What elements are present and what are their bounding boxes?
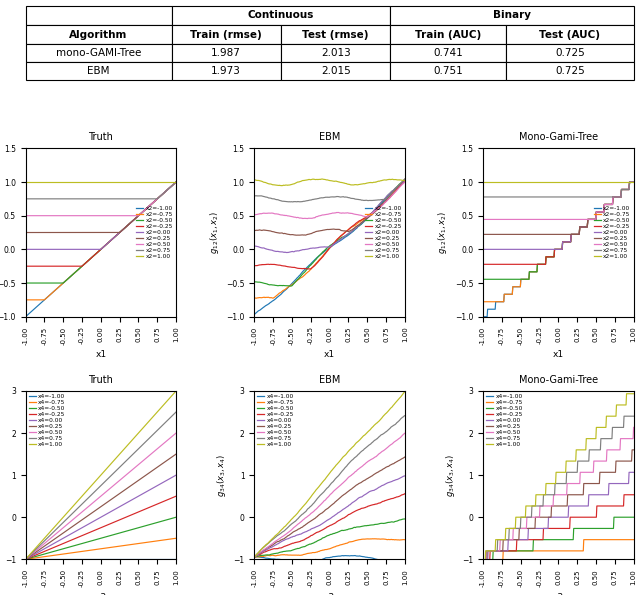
- Text: 0.725: 0.725: [555, 48, 584, 58]
- Text: Test (AUC): Test (AUC): [540, 30, 600, 40]
- Text: 2.013: 2.013: [321, 48, 351, 58]
- FancyBboxPatch shape: [506, 44, 634, 62]
- Text: 0.741: 0.741: [433, 48, 463, 58]
- Text: Train (AUC): Train (AUC): [415, 30, 481, 40]
- FancyBboxPatch shape: [26, 6, 172, 25]
- FancyBboxPatch shape: [506, 62, 634, 80]
- FancyBboxPatch shape: [281, 44, 390, 62]
- X-axis label: x1: x1: [553, 350, 564, 359]
- Text: 2.015: 2.015: [321, 65, 351, 76]
- X-axis label: x1: x1: [95, 350, 106, 359]
- FancyBboxPatch shape: [26, 44, 172, 62]
- FancyBboxPatch shape: [172, 62, 281, 80]
- X-axis label: x3: x3: [553, 593, 564, 595]
- FancyBboxPatch shape: [172, 44, 281, 62]
- Y-axis label: $g_{12}(x_1, x_2)$: $g_{12}(x_1, x_2)$: [207, 211, 221, 254]
- Y-axis label: $g_{34}(x_3, x_4)$: $g_{34}(x_3, x_4)$: [444, 453, 457, 497]
- Title: EBM: EBM: [319, 132, 340, 142]
- FancyBboxPatch shape: [506, 25, 634, 44]
- X-axis label: x3: x3: [95, 593, 106, 595]
- Text: 1.973: 1.973: [211, 65, 241, 76]
- X-axis label: x3: x3: [324, 593, 335, 595]
- FancyBboxPatch shape: [390, 62, 506, 80]
- FancyBboxPatch shape: [26, 25, 172, 44]
- Text: Test (rmse): Test (rmse): [303, 30, 369, 40]
- FancyBboxPatch shape: [281, 62, 390, 80]
- Title: Truth: Truth: [88, 375, 113, 384]
- Title: Mono-Gami-Tree: Mono-Gami-Tree: [519, 132, 598, 142]
- Text: Continuous: Continuous: [248, 11, 314, 20]
- FancyBboxPatch shape: [390, 25, 506, 44]
- Legend: x4=-1.00, x4=-0.75, x4=-0.50, x4=-0.25, x4=0.00, x4=0.25, x4=0.50, x4=0.75, x4=1: x4=-1.00, x4=-0.75, x4=-0.50, x4=-0.25, …: [486, 394, 523, 447]
- FancyBboxPatch shape: [172, 25, 281, 44]
- Legend: x2=-1.00, x2=-0.75, x2=-0.50, x2=-0.25, x2=0.00, x2=0.25, x2=0.50, x2=0.75, x2=1: x2=-1.00, x2=-0.75, x2=-0.50, x2=-0.25, …: [365, 206, 402, 259]
- Text: Binary: Binary: [493, 11, 531, 20]
- Title: EBM: EBM: [319, 375, 340, 384]
- Y-axis label: $g_{34}(x_3, x_4)$: $g_{34}(x_3, x_4)$: [215, 453, 228, 497]
- Text: Train (rmse): Train (rmse): [190, 30, 262, 40]
- FancyBboxPatch shape: [26, 62, 172, 80]
- Legend: x4=-1.00, x4=-0.75, x4=-0.50, x4=-0.25, x4=0.00, x4=0.25, x4=0.50, x4=0.75, x4=1: x4=-1.00, x4=-0.75, x4=-0.50, x4=-0.25, …: [257, 394, 294, 447]
- FancyBboxPatch shape: [390, 44, 506, 62]
- Legend: x4=-1.00, x4=-0.75, x4=-0.50, x4=-0.25, x4=0.00, x4=0.25, x4=0.50, x4=0.75, x4=1: x4=-1.00, x4=-0.75, x4=-0.50, x4=-0.25, …: [29, 394, 65, 447]
- X-axis label: x1: x1: [324, 350, 335, 359]
- Title: Mono-Gami-Tree: Mono-Gami-Tree: [519, 375, 598, 384]
- Text: 1.987: 1.987: [211, 48, 241, 58]
- Text: EBM: EBM: [87, 65, 110, 76]
- Text: 0.751: 0.751: [433, 65, 463, 76]
- Y-axis label: $g_{12}(x_1, x_2)$: $g_{12}(x_1, x_2)$: [436, 211, 449, 254]
- Text: Algorithm: Algorithm: [69, 30, 128, 40]
- FancyBboxPatch shape: [281, 25, 390, 44]
- FancyBboxPatch shape: [390, 6, 634, 25]
- Legend: x2=-1.00, x2=-0.75, x2=-0.50, x2=-0.25, x2=0.00, x2=0.25, x2=0.50, x2=0.75, x2=1: x2=-1.00, x2=-0.75, x2=-0.50, x2=-0.25, …: [136, 206, 173, 259]
- Legend: x2=-1.00, x2=-0.75, x2=-0.50, x2=-0.25, x2=0.00, x2=0.25, x2=0.50, x2=0.75, x2=1: x2=-1.00, x2=-0.75, x2=-0.50, x2=-0.25, …: [594, 206, 630, 259]
- Text: 0.725: 0.725: [555, 65, 584, 76]
- Text: mono-GAMI-Tree: mono-GAMI-Tree: [56, 48, 141, 58]
- FancyBboxPatch shape: [172, 6, 390, 25]
- Title: Truth: Truth: [88, 132, 113, 142]
